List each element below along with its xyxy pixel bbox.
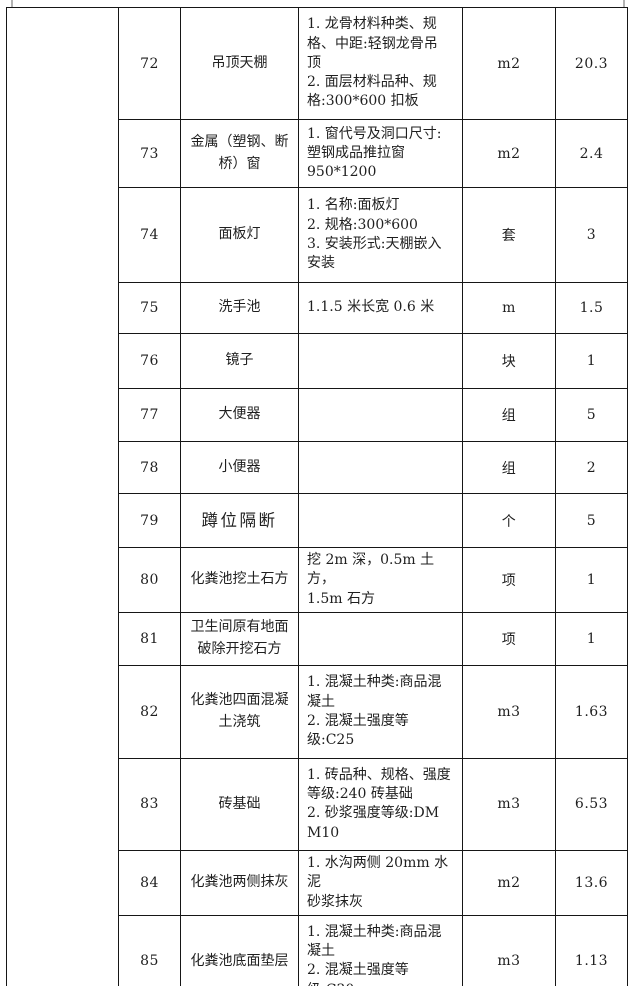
row-number-cell: 83 bbox=[118, 757, 181, 851]
row-number-cell: 80 bbox=[118, 547, 181, 613]
item-description-cell: 挖 2m 深，0.5m 土方， 1.5m 石方 bbox=[298, 547, 463, 613]
bill-of-quantities-table: 72 吊顶天棚 1. 龙骨材料种类、规 格、中距:轻钢龙骨吊 顶 2. 面层材料… bbox=[6, 7, 628, 986]
item-name-cell: 化粪池四面混凝 土浇筑 bbox=[180, 664, 299, 759]
item-description-cell bbox=[298, 333, 463, 389]
item-description-cell: 1. 砖品种、规格、强度 等级:240 砖基础 2. 砂浆强度等级:DM M10 bbox=[298, 757, 463, 851]
unit-cell: m bbox=[462, 282, 556, 334]
item-description-cell: 1. 水沟两侧 20mm 水泥 砂浆抹灰 bbox=[298, 849, 463, 916]
item-description-cell bbox=[298, 441, 463, 494]
item-name-cell: 面板灯 bbox=[180, 187, 299, 283]
table-row: 76 镜子 块 1 bbox=[7, 333, 628, 389]
quantity-cell: 5 bbox=[555, 493, 628, 548]
item-name-cell: 化粪池两侧抹灰 bbox=[180, 849, 299, 916]
table-row: 73 金属（塑钢、断 桥）窗 1. 窗代号及洞口尺寸: 塑钢成品推拉窗 950*… bbox=[7, 119, 628, 188]
row-number-cell: 81 bbox=[118, 611, 181, 666]
unit-cell: 套 bbox=[462, 187, 556, 283]
unit-cell: m3 bbox=[462, 664, 556, 759]
item-name-cell: 蹲位隔断 bbox=[180, 493, 299, 548]
table-row: 75 洗手池 1.1.5 米长宽 0.6 米 m 1.5 bbox=[7, 282, 628, 334]
item-name-cell: 卫生间原有地面 破除开挖石方 bbox=[180, 611, 299, 666]
quantity-cell: 1 bbox=[555, 547, 628, 613]
category-spacer-cell bbox=[6, 7, 119, 986]
item-name-cell: 大便器 bbox=[180, 388, 299, 442]
row-number-cell: 75 bbox=[118, 282, 181, 334]
row-number-cell: 76 bbox=[118, 333, 181, 389]
item-description-cell bbox=[298, 493, 463, 548]
quantity-cell: 5 bbox=[555, 388, 628, 442]
row-number-cell: 79 bbox=[118, 493, 181, 548]
row-number-cell: 84 bbox=[118, 849, 181, 916]
unit-cell: m3 bbox=[462, 914, 556, 986]
unit-cell: 组 bbox=[462, 388, 556, 442]
row-number-cell: 85 bbox=[118, 914, 181, 986]
quantity-cell: 2 bbox=[555, 441, 628, 494]
quantity-cell: 6.53 bbox=[555, 757, 628, 851]
quantity-cell: 13.6 bbox=[555, 849, 628, 916]
table-row: 84 化粪池两侧抹灰 1. 水沟两侧 20mm 水泥 砂浆抹灰 m2 13.6 bbox=[7, 849, 628, 916]
item-name-cell: 化粪池底面垫层 bbox=[180, 914, 299, 986]
table-row: 72 吊顶天棚 1. 龙骨材料种类、规 格、中距:轻钢龙骨吊 顶 2. 面层材料… bbox=[6, 7, 628, 986]
page-edge-mark-left bbox=[11, 0, 13, 8]
page-edge-mark-right bbox=[623, 0, 625, 8]
item-name-cell: 小便器 bbox=[180, 441, 299, 494]
unit-cell: 组 bbox=[462, 441, 556, 494]
item-name-cell: 洗手池 bbox=[180, 282, 299, 334]
item-name-cell: 化粪池挖土石方 bbox=[180, 547, 299, 613]
quantity-cell: 1 bbox=[555, 333, 628, 389]
row-number-cell: 77 bbox=[118, 388, 181, 442]
row-number-cell: 82 bbox=[118, 664, 181, 759]
table-row: 74 面板灯 1. 名称:面板灯 2. 规格:300*600 3. 安装形式:天… bbox=[7, 187, 628, 283]
table-row: 81 卫生间原有地面 破除开挖石方 项 1 bbox=[7, 611, 628, 666]
row-number-cell: 74 bbox=[118, 187, 181, 283]
unit-cell: 块 bbox=[462, 333, 556, 389]
item-description-cell: 1. 名称:面板灯 2. 规格:300*600 3. 安装形式:天棚嵌入 安装 bbox=[298, 187, 463, 283]
item-description-cell: 1. 龙骨材料种类、规 格、中距:轻钢龙骨吊 顶 2. 面层材料品种、规 格:3… bbox=[298, 7, 463, 120]
table-row: 77 大便器 组 5 bbox=[7, 388, 628, 442]
item-name-cell: 金属（塑钢、断 桥）窗 bbox=[180, 119, 299, 188]
item-description-cell: 1. 混凝土种类:商品混 凝土 2. 混凝土强度等 级:C30 bbox=[298, 914, 463, 986]
item-description-cell: 1.1.5 米长宽 0.6 米 bbox=[298, 282, 463, 334]
quantity-cell: 1.13 bbox=[555, 914, 628, 986]
item-description-cell: 1. 窗代号及洞口尺寸: 塑钢成品推拉窗 950*1200 bbox=[298, 119, 463, 188]
table-row: 82 化粪池四面混凝 土浇筑 1. 混凝土种类:商品混 凝土 2. 混凝土强度等… bbox=[7, 664, 628, 759]
table-row: 83 砖基础 1. 砖品种、规格、强度 等级:240 砖基础 2. 砂浆强度等级… bbox=[7, 757, 628, 851]
item-name-cell: 吊顶天棚 bbox=[180, 7, 299, 120]
unit-cell: 个 bbox=[462, 493, 556, 548]
item-description-cell bbox=[298, 388, 463, 442]
quantity-cell: 1.5 bbox=[555, 282, 628, 334]
row-number-cell: 73 bbox=[118, 119, 181, 188]
item-name-cell: 镜子 bbox=[180, 333, 299, 389]
item-description-cell: 1. 混凝土种类:商品混 凝土 2. 混凝土强度等 级:C25 bbox=[298, 664, 463, 759]
row-number-cell: 72 bbox=[118, 7, 181, 120]
table-row: 79 蹲位隔断 个 5 bbox=[7, 493, 628, 548]
unit-cell: m2 bbox=[462, 849, 556, 916]
unit-cell: 项 bbox=[462, 611, 556, 666]
unit-cell: 项 bbox=[462, 547, 556, 613]
quantity-cell: 2.4 bbox=[555, 119, 628, 188]
quantity-cell: 20.3 bbox=[555, 7, 628, 120]
quantity-cell: 1 bbox=[555, 611, 628, 666]
item-name-cell: 砖基础 bbox=[180, 757, 299, 851]
unit-cell: m2 bbox=[462, 119, 556, 188]
item-description-cell bbox=[298, 611, 463, 666]
unit-cell: m2 bbox=[462, 7, 556, 120]
table-row: 85 化粪池底面垫层 1. 混凝土种类:商品混 凝土 2. 混凝土强度等 级:C… bbox=[7, 914, 628, 986]
row-number-cell: 78 bbox=[118, 441, 181, 494]
quantity-cell: 1.63 bbox=[555, 664, 628, 759]
unit-cell: m3 bbox=[462, 757, 556, 851]
quantity-cell: 3 bbox=[555, 187, 628, 283]
